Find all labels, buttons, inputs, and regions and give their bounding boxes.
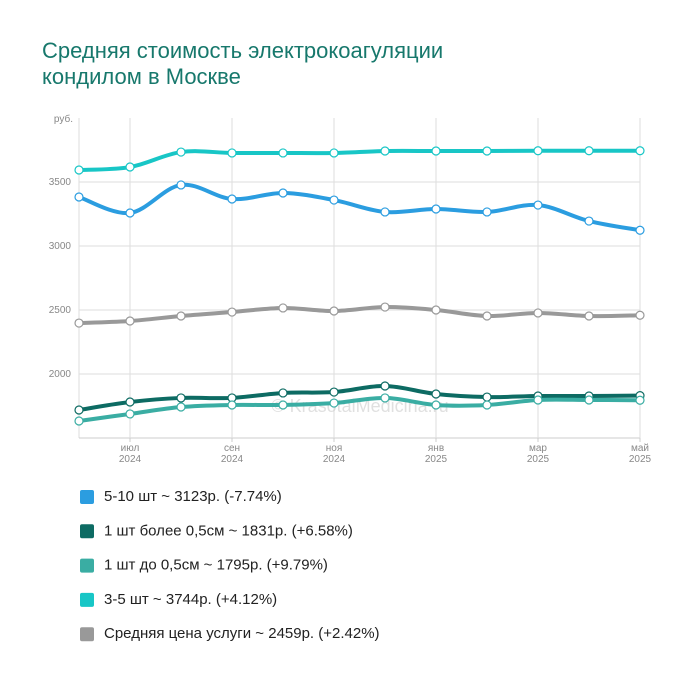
point xyxy=(584,395,594,405)
point xyxy=(584,216,594,226)
point xyxy=(227,400,237,410)
x-tick-label: ноя 2024 xyxy=(323,443,346,465)
legend-label: 5-10 шт ~ 3123р. (-7.74%) xyxy=(104,488,282,505)
point xyxy=(431,146,441,156)
chart-title: Средняя стоимость электрокоагуляции конд… xyxy=(42,38,444,89)
y-tick-label: 2000 xyxy=(49,369,72,380)
x-tick-label: янв 2025 xyxy=(425,443,448,465)
point xyxy=(329,148,339,158)
series-line xyxy=(78,305,641,326)
point xyxy=(227,194,237,204)
point xyxy=(329,306,339,316)
x-tick-label: май 2025 xyxy=(629,443,652,465)
legend-swatch xyxy=(80,627,94,642)
x-tick-label: июл 2024 xyxy=(119,443,142,465)
point xyxy=(329,398,339,408)
legend-swatch xyxy=(80,558,94,573)
legend-label: 1 шт до 0,5см ~ 1795р. (+9.79%) xyxy=(104,557,328,574)
y-tick-label: 3500 xyxy=(49,177,72,188)
y-tick-label: 2500 xyxy=(49,305,72,316)
point xyxy=(380,207,390,217)
point xyxy=(125,162,135,172)
point xyxy=(74,165,84,175)
point xyxy=(635,225,645,235)
point xyxy=(278,303,288,313)
point xyxy=(431,204,441,214)
point xyxy=(380,146,390,156)
point xyxy=(482,146,492,156)
point xyxy=(125,409,135,419)
point xyxy=(533,395,543,405)
point xyxy=(482,392,492,402)
point xyxy=(635,146,645,156)
point xyxy=(380,381,390,391)
point xyxy=(176,147,186,157)
point xyxy=(635,310,645,320)
point xyxy=(176,311,186,321)
point xyxy=(74,405,84,415)
point xyxy=(584,146,594,156)
point xyxy=(278,388,288,398)
point xyxy=(482,400,492,410)
point xyxy=(431,305,441,315)
point xyxy=(176,402,186,412)
point xyxy=(533,146,543,156)
point xyxy=(278,400,288,410)
point xyxy=(176,180,186,190)
point xyxy=(380,393,390,403)
point xyxy=(482,207,492,217)
point xyxy=(74,192,84,202)
point xyxy=(125,397,135,407)
point xyxy=(482,311,492,321)
legend-swatch xyxy=(80,524,94,539)
point xyxy=(227,148,237,158)
point xyxy=(431,400,441,410)
series-line xyxy=(78,182,641,233)
legend-swatch xyxy=(80,592,94,607)
point xyxy=(635,395,645,405)
x-tick-label: сен 2024 xyxy=(221,443,244,465)
point xyxy=(380,302,390,312)
point xyxy=(584,311,594,321)
point xyxy=(74,318,84,328)
point xyxy=(176,393,186,403)
legend-label: Средняя цена услуги ~ 2459р. (+2.42%) xyxy=(104,625,380,642)
point xyxy=(125,316,135,326)
point xyxy=(227,307,237,317)
point xyxy=(278,148,288,158)
point xyxy=(533,200,543,210)
point xyxy=(278,188,288,198)
y-tick-label: 3000 xyxy=(49,241,72,252)
point xyxy=(74,416,84,426)
legend-label: 3-5 шт ~ 3744р. (+4.12%) xyxy=(104,591,277,608)
x-tick-label: мар 2025 xyxy=(527,443,550,465)
y-axis-label: руб. xyxy=(54,113,73,125)
legend-swatch xyxy=(80,490,94,504)
point xyxy=(329,195,339,205)
point xyxy=(125,208,135,218)
point xyxy=(431,389,441,399)
series-line xyxy=(78,148,640,172)
point xyxy=(329,387,339,397)
legend-label: 1 шт более 0,5см ~ 1831р. (+6.58%) xyxy=(104,522,353,539)
point xyxy=(533,308,543,318)
